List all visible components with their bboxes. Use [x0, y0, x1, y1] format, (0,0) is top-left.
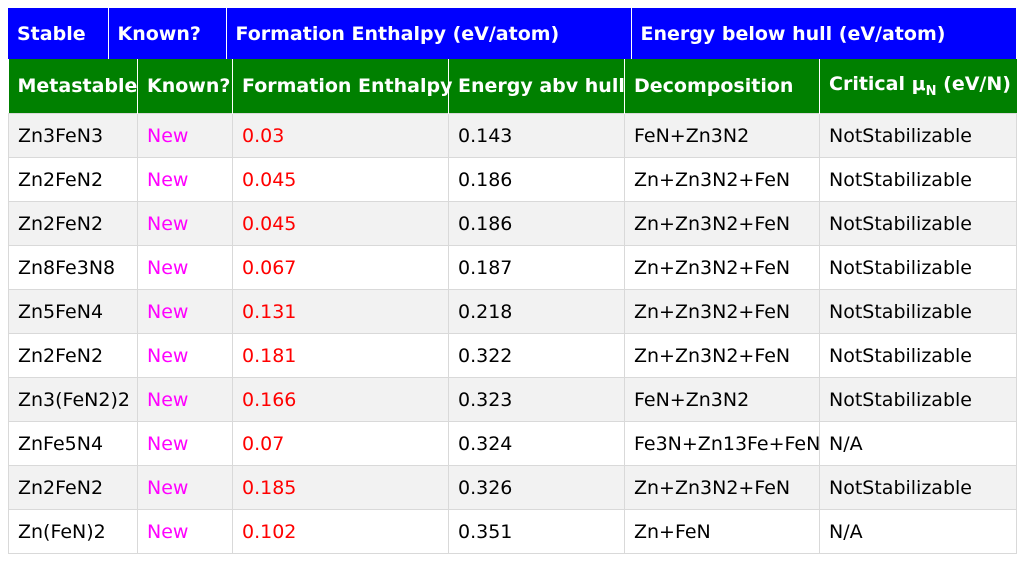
header-known: Known? [108, 8, 227, 59]
header-stable: Stable [8, 8, 109, 59]
cell-decomposition: Zn+Zn3N2+FeN [624, 465, 820, 510]
cell-decomposition: FeN+Zn3N2 [624, 113, 820, 158]
cell-known: New [137, 113, 233, 158]
cell-formula: Zn5FeN4 [8, 289, 138, 334]
table-row: Zn5FeN4 New 0.131 0.218 Zn+Zn3N2+FeN NotStabi… [8, 289, 1017, 334]
cell-energy-above-hull: 0.187 [448, 245, 625, 290]
table-row: ZnFe5N4 New 0.07 0.324 Fe3N+Zn13Fe+FeN N/A [8, 421, 1017, 466]
cell-known: New [137, 333, 233, 378]
cell-enthalpy: 0.07 [232, 421, 449, 466]
col-formation-enthalpy: Formation Enthalpy [232, 59, 452, 114]
col-decomposition: Decomposition [624, 59, 820, 114]
cell-energy-above-hull: 0.324 [448, 421, 625, 466]
cell-known: New [137, 509, 233, 554]
header-formation-enthalpy: Formation Enthalpy (eV/atom) [226, 8, 632, 59]
cell-energy-above-hull: 0.351 [448, 509, 625, 554]
top-header-row: Stable Known? Formation Enthalpy (eV/ato… [8, 8, 1016, 59]
cell-formula: Zn2FeN2 [8, 333, 138, 378]
cell-energy-above-hull: 0.323 [448, 377, 625, 422]
cell-enthalpy: 0.045 [232, 157, 449, 202]
sub-header-row: Metastable Known? Formation Enthalpy Ene… [8, 59, 1017, 114]
cell-formula: Zn2FeN2 [8, 201, 138, 246]
col-critical-mu: Critical μN (eV/N) [819, 59, 1017, 114]
cell-decomposition: Zn+Zn3N2+FeN [624, 245, 820, 290]
cell-critical-mu: NotStabilizable [819, 333, 1017, 378]
cell-energy-above-hull: 0.143 [448, 113, 625, 158]
cell-known: New [137, 245, 233, 290]
cell-known: New [137, 377, 233, 422]
critical-unit: (eV/N) [936, 73, 1011, 96]
cell-critical-mu: NotStabilizable [819, 201, 1017, 246]
cell-critical-mu: NotStabilizable [819, 289, 1017, 334]
table-row: Zn3(FeN2)2 New 0.166 0.323 FeN+Zn3N2 NotStabi… [8, 377, 1017, 422]
cell-energy-above-hull: 0.326 [448, 465, 625, 510]
cell-critical-mu: NotStabilizable [819, 113, 1017, 158]
cell-formula: Zn3(FeN2)2 [8, 377, 138, 422]
cell-enthalpy: 0.102 [232, 509, 449, 554]
cell-energy-above-hull: 0.322 [448, 333, 625, 378]
table-row: Zn2FeN2 New 0.181 0.322 Zn+Zn3N2+FeN NotStabi… [8, 333, 1017, 378]
cell-decomposition: Zn+Zn3N2+FeN [624, 333, 820, 378]
col-known: Known? [137, 59, 233, 114]
cell-known: New [137, 201, 233, 246]
table-row: Zn2FeN2 New 0.185 0.326 Zn+Zn3N2+FeN NotStabi… [8, 465, 1017, 510]
table-row: Zn3FeN3 New 0.03 0.143 FeN+Zn3N2 NotStabiliza… [8, 113, 1017, 158]
cell-formula: ZnFe5N4 [8, 421, 138, 466]
critical-subscript: N [925, 83, 937, 99]
table-row: Zn2FeN2 New 0.045 0.186 Zn+Zn3N2+FeN NotStabi… [8, 201, 1017, 246]
table-row: Zn2FeN2 New 0.045 0.186 Zn+Zn3N2+FeN NotStabi… [8, 157, 1017, 202]
cell-known: New [137, 421, 233, 466]
cell-energy-above-hull: 0.186 [448, 201, 625, 246]
cell-energy-above-hull: 0.218 [448, 289, 625, 334]
cell-decomposition: Zn+Zn3N2+FeN [624, 201, 820, 246]
cell-energy-above-hull: 0.186 [448, 157, 625, 202]
cell-critical-mu: N/A [819, 421, 1017, 466]
cell-formula: Zn2FeN2 [8, 465, 138, 510]
cell-known: New [137, 157, 233, 202]
table-row: Zn(FeN)2 New 0.102 0.351 Zn+FeN N/A [8, 509, 1017, 554]
cell-enthalpy: 0.181 [232, 333, 449, 378]
results-table-container: Stable Known? Formation Enthalpy (eV/ato… [8, 8, 1017, 554]
cell-enthalpy: 0.067 [232, 245, 449, 290]
cell-enthalpy: 0.131 [232, 289, 449, 334]
cell-enthalpy: 0.185 [232, 465, 449, 510]
table-body: Zn3FeN3 New 0.03 0.143 FeN+Zn3N2 NotStabiliza… [8, 113, 1017, 554]
critical-label: Critical μ [829, 73, 926, 96]
table-row: Zn8Fe3N8 New 0.067 0.187 Zn+Zn3N2+FeN NotStab… [8, 245, 1017, 290]
cell-critical-mu: NotStabilizable [819, 465, 1017, 510]
cell-decomposition: Zn+FeN [624, 509, 820, 554]
cell-enthalpy: 0.03 [232, 113, 449, 158]
cell-known: New [137, 289, 233, 334]
cell-formula: Zn8Fe3N8 [8, 245, 138, 290]
cell-decomposition: Zn+Zn3N2+FeN [624, 157, 820, 202]
top-header-table: Stable Known? Formation Enthalpy (eV/ato… [8, 8, 1016, 59]
cell-critical-mu: NotStabilizable [819, 157, 1017, 202]
cell-formula: Zn(FeN)2 [8, 509, 138, 554]
cell-enthalpy: 0.045 [232, 201, 449, 246]
cell-critical-mu: N/A [819, 509, 1017, 554]
metastable-table: Metastable Known? Formation Enthalpy Ene… [8, 59, 1017, 554]
cell-enthalpy: 0.166 [232, 377, 449, 422]
cell-critical-mu: NotStabilizable [819, 377, 1017, 422]
header-energy-below-hull: Energy below hull (eV/atom) [631, 8, 1016, 59]
cell-known: New [137, 465, 233, 510]
col-metastable: Metastable [8, 59, 138, 114]
cell-decomposition: FeN+Zn3N2 [624, 377, 820, 422]
cell-decomposition: Zn+Zn3N2+FeN [624, 289, 820, 334]
cell-decomposition: Fe3N+Zn13Fe+FeN [624, 421, 820, 466]
col-energy-above-hull: Energy abv hull [448, 59, 625, 114]
cell-formula: Zn2FeN2 [8, 157, 138, 202]
cell-formula: Zn3FeN3 [8, 113, 138, 158]
cell-critical-mu: NotStabilizable [819, 245, 1017, 290]
